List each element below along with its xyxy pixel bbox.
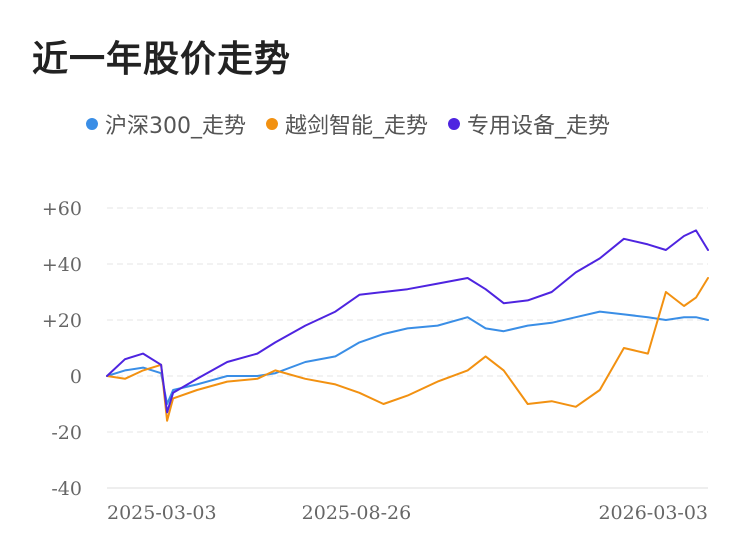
- y-tick-label: +60: [42, 198, 82, 220]
- legend-item-equipment[interactable]: 专用设备_走势: [448, 108, 610, 140]
- legend-dot-icon: [448, 118, 461, 130]
- series-line-0: [106, 310, 709, 405]
- y-tick-label: +40: [42, 254, 82, 276]
- legend-label: 越剑智能_走势: [285, 114, 429, 139]
- series-line-1: [106, 277, 709, 422]
- legend: 沪深300_走势 越剑智能_走势 专用设备_走势: [86, 108, 610, 140]
- x-tick-label: 2025-03-03: [107, 502, 217, 524]
- y-tick-label: 0: [70, 366, 82, 388]
- y-tick-label: -40: [51, 478, 82, 500]
- x-tick-label: 2026-03-03: [598, 502, 708, 524]
- legend-label: 专用设备_走势: [467, 114, 611, 139]
- legend-dot-icon: [266, 118, 278, 130]
- legend-item-hs300[interactable]: 沪深300_走势: [86, 108, 246, 140]
- legend-dot-icon: [86, 118, 98, 130]
- legend-label: 沪深300_走势: [105, 114, 246, 139]
- legend-item-yuejian[interactable]: 越剑智能_走势: [266, 108, 428, 140]
- chart-title: 近一年股价走势: [32, 39, 292, 80]
- series-line-2: [106, 229, 709, 414]
- y-tick-label: -20: [51, 422, 82, 444]
- y-tick-label: +20: [42, 310, 82, 332]
- x-tick-label: 2025-08-26: [302, 502, 412, 524]
